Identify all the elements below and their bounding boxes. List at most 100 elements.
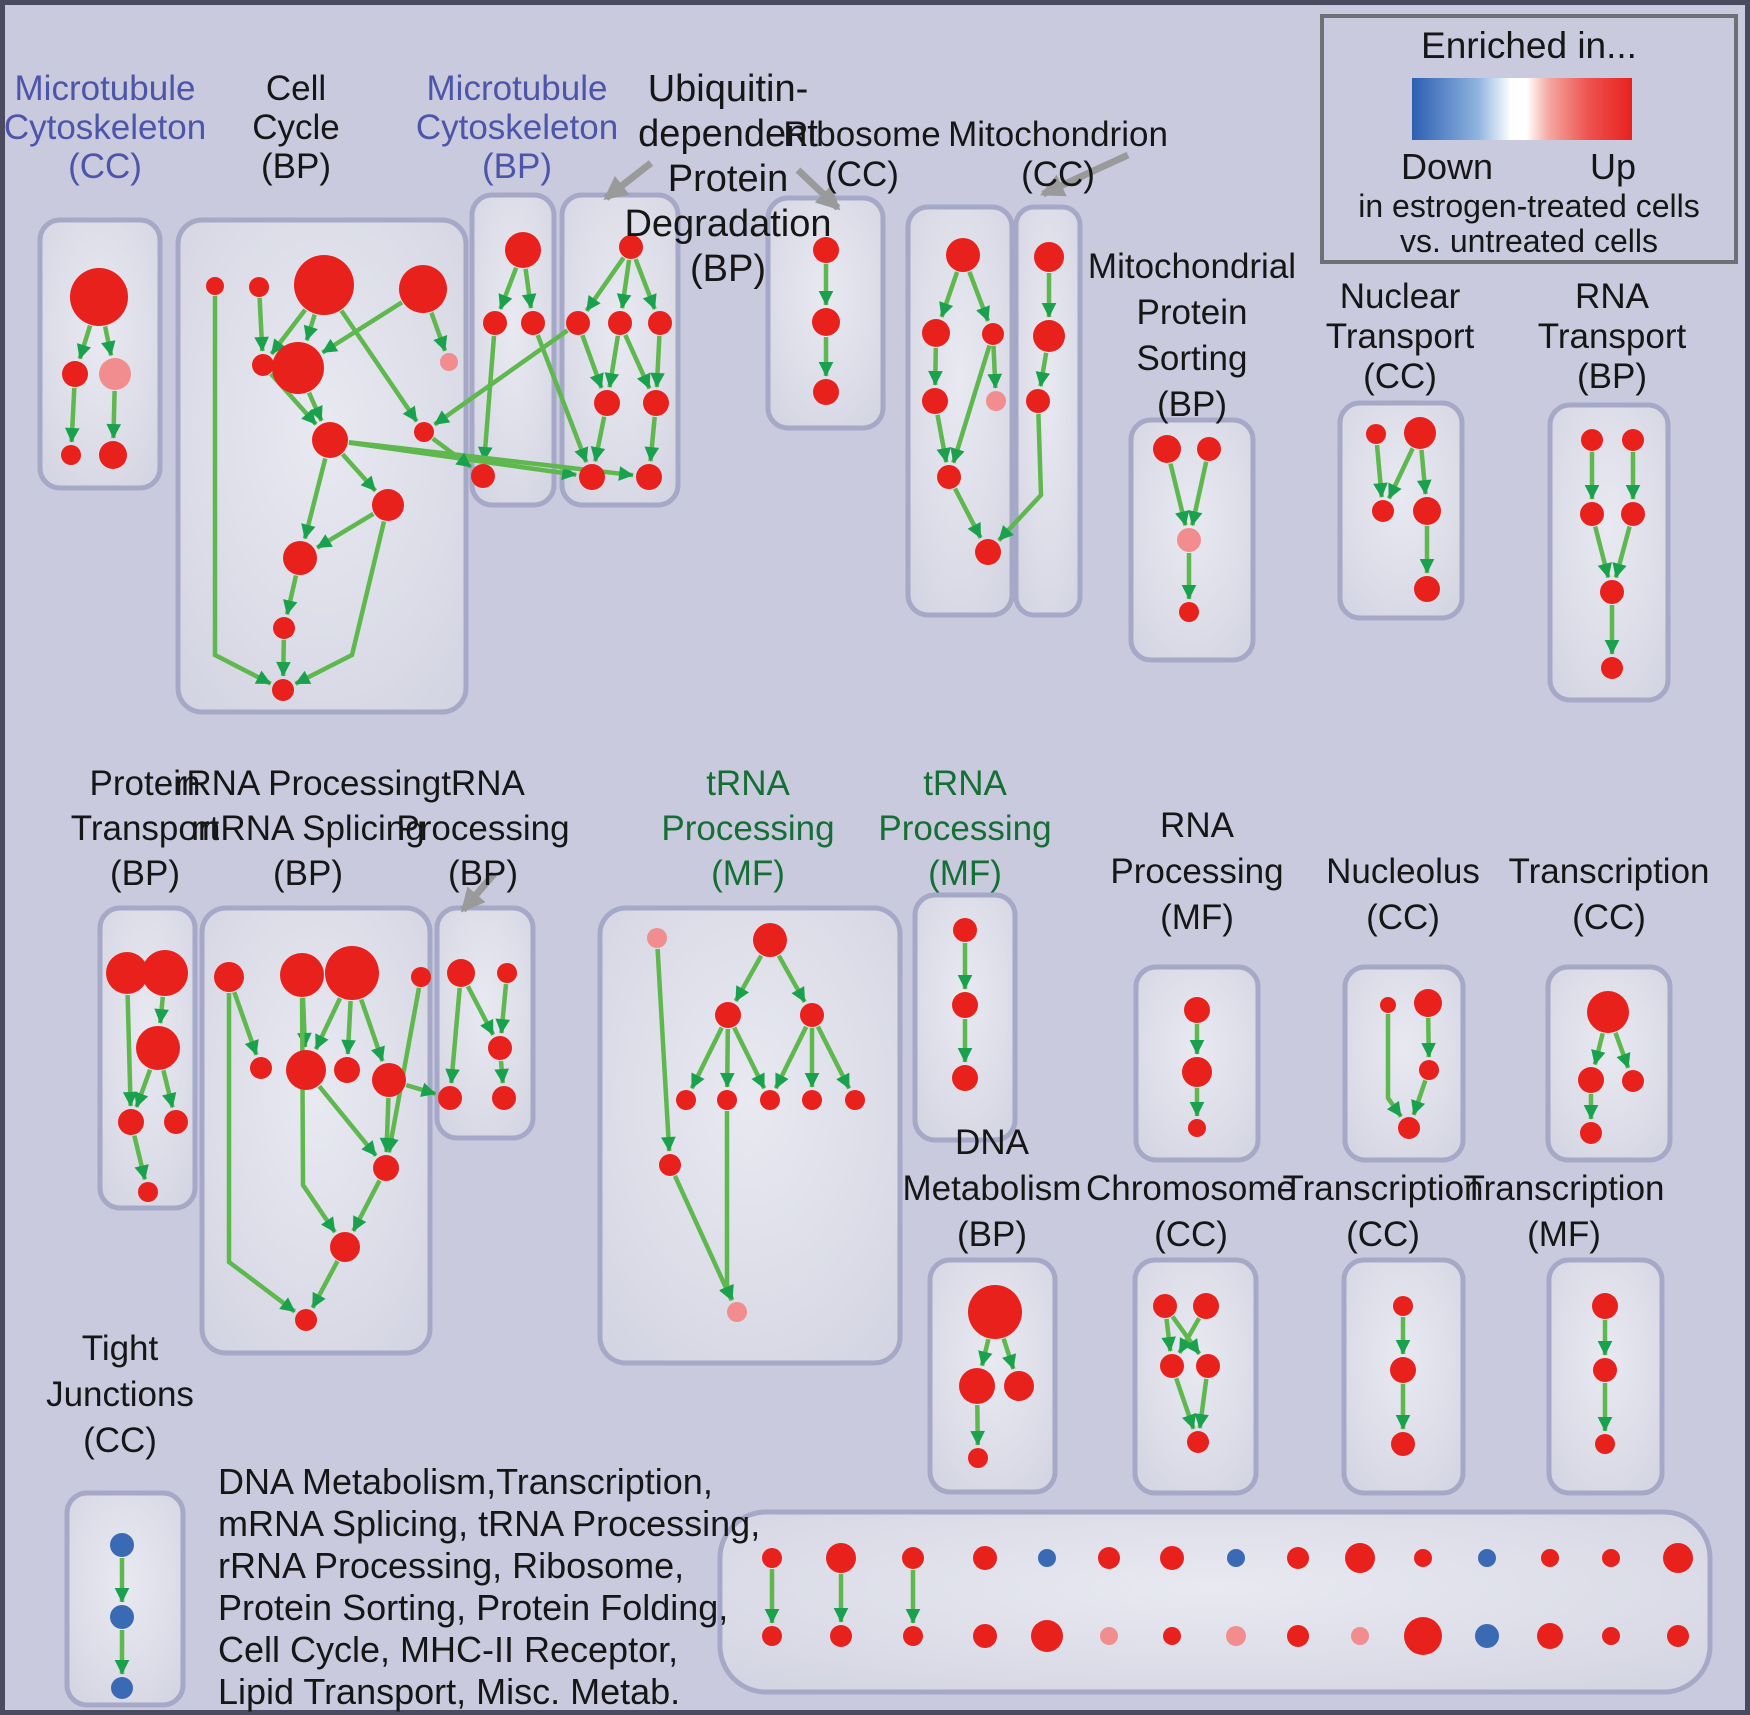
node-rtr-v1 xyxy=(1581,429,1603,451)
edge-rib-r1-r3 xyxy=(967,271,991,322)
cluster-rrna-box xyxy=(199,905,433,1356)
node-ncl-e4 xyxy=(1398,1117,1420,1139)
node-rpm-x2 xyxy=(1182,1057,1212,1087)
node-ubc-q2 xyxy=(812,308,840,336)
edge-tcc-f1-f2 xyxy=(1591,1032,1606,1066)
label-tj-line-0: Tight xyxy=(82,1329,159,1368)
summary-node-top-3 xyxy=(973,1546,997,1570)
node-msort-s3 xyxy=(1177,528,1201,552)
label-tj-line-1: Junctions xyxy=(46,1375,194,1414)
edge-tmf1-T-B xyxy=(776,954,807,1004)
edge-rib-r5-r7 xyxy=(953,487,983,539)
node-ptr-p2 xyxy=(142,950,188,996)
node-chr-ch2 xyxy=(1193,1293,1219,1319)
edge-ptr-p3-p4 xyxy=(134,1068,153,1108)
node-mtbp-m4 xyxy=(471,464,495,488)
node-ubc-q1 xyxy=(813,237,839,263)
node-tmf1-b5 xyxy=(845,1090,865,1110)
node-ub-u8 xyxy=(636,464,662,490)
node-tbp-tb4 xyxy=(438,1086,462,1110)
label-msort-line-3: (BP) xyxy=(1157,385,1227,424)
legend-subtitle-line1: in estrogen-treated cells xyxy=(1358,188,1700,224)
label-ptr: Protein Transport (BP) xyxy=(71,764,220,893)
edge-ub-u3-u6 xyxy=(623,333,652,390)
node-rpm-x3 xyxy=(1188,1119,1206,1137)
node-cc-c10 xyxy=(372,489,404,521)
node-cc-c1 xyxy=(206,277,224,295)
node-ptr-p6 xyxy=(138,1182,158,1202)
edge-cc-c4-c7 xyxy=(429,311,448,352)
edge-ub-u2-u5 xyxy=(580,334,604,389)
node-dnam-d2 xyxy=(959,1368,995,1404)
node-tbp-tb5 xyxy=(492,1086,516,1110)
node-cc-c4 xyxy=(399,265,447,313)
node-tmf2-w2 xyxy=(952,992,978,1018)
node-rtr-v4 xyxy=(1621,502,1645,526)
edge-chr-ch2-ch3 xyxy=(1177,1317,1202,1355)
node-tbp-tb3 xyxy=(488,1036,512,1060)
node-tmf1-b4 xyxy=(802,1090,822,1110)
cluster-tcc-box xyxy=(1545,964,1673,1163)
summary-node-bottom-12 xyxy=(1537,1623,1563,1649)
label-tcc-line-1: (CC) xyxy=(1572,898,1646,937)
edge-tmf1-A-b3 xyxy=(732,1026,767,1090)
summary-node-top-8 xyxy=(1287,1547,1309,1569)
label-mito-line-0: Mitochondrion xyxy=(948,115,1168,154)
label-tmf3-line-0: Transcription xyxy=(1464,1169,1665,1208)
summary-node-bottom-11 xyxy=(1475,1624,1499,1648)
edge-cc-c3-c5 xyxy=(269,308,307,356)
node-ptr-p1 xyxy=(106,952,148,994)
label-ncl: Nucleolus (CC) xyxy=(1326,852,1480,937)
legend-title: Enriched in... xyxy=(1421,25,1637,66)
label-msort-line-2: Sorting xyxy=(1137,339,1248,378)
label-tmf2-line-2: (MF) xyxy=(928,854,1002,893)
label-tbp: tRNA Processing (BP) xyxy=(396,764,569,893)
edge-ncl-e2-e3 xyxy=(1421,1017,1436,1058)
edge-ub-u1-u2 xyxy=(584,256,626,312)
node-rib-r4 xyxy=(922,388,948,414)
edge-rib-r3-r6 xyxy=(987,345,1003,389)
edge-ncl-e1-e4 xyxy=(1385,1014,1403,1118)
edge-cc-c2-c5 xyxy=(254,297,269,352)
edge-tbp-tb3-tb5 xyxy=(494,1060,509,1084)
edge-ub-u6-u8 xyxy=(644,416,660,462)
node-dnam-d1 xyxy=(968,1285,1022,1339)
summary-node-bottom-8 xyxy=(1287,1625,1309,1647)
node-rpm-x1 xyxy=(1184,997,1210,1023)
label-rtr-line-0: RNA xyxy=(1575,277,1650,316)
node-mito-t3 xyxy=(1026,389,1050,413)
node-rrna-i2 xyxy=(373,1155,399,1181)
misc-terms-line-4: Cell Cycle, MHC-II Receptor, xyxy=(218,1629,678,1670)
label-dnam-line-0: DNA xyxy=(955,1123,1030,1162)
edge-ntr-n1-n3 xyxy=(1373,444,1388,498)
edge-msort-s2-s3 xyxy=(1188,461,1209,526)
node-rib-r1 xyxy=(946,238,980,272)
node-tcc2-j3 xyxy=(1391,1432,1415,1456)
label-ptr-line-2: (BP) xyxy=(110,854,180,893)
edge-cc-c12-c13 xyxy=(276,639,291,677)
label-rrna: rRNA Processing mRNA Splicing (BP) xyxy=(175,764,441,893)
edge-tmf1-B-b5 xyxy=(815,1025,852,1090)
label-rpm-line-2: (MF) xyxy=(1160,898,1234,937)
label-cc-line-2: (BP) xyxy=(261,147,331,186)
label-tj: Tight Junctions (CC) xyxy=(46,1329,194,1460)
label-ub-line-1: dependent xyxy=(638,113,818,155)
edge-chr-ch4-ch5 xyxy=(1194,1378,1209,1429)
node-ub-u1 xyxy=(619,235,643,259)
label-tmf2-line-1: Processing xyxy=(878,809,1051,848)
edge-ncl-e3-e4 xyxy=(1411,1079,1428,1116)
edge-cc-c1-c13 xyxy=(212,296,272,686)
summary-node-top-4 xyxy=(1038,1549,1056,1567)
summary-node-top-5 xyxy=(1098,1547,1120,1569)
node-mito-t1 xyxy=(1034,242,1064,272)
node-dnam-d4 xyxy=(968,1448,988,1468)
node-rib-r2 xyxy=(922,319,950,347)
label-tcc2: Transcription (CC) xyxy=(1283,1169,1484,1254)
node-ub-u5 xyxy=(594,390,620,416)
misc-terms-line-3: Protein Sorting, Protein Folding, xyxy=(218,1587,728,1628)
label-rrna-line-1: mRNA Splicing xyxy=(191,809,424,848)
label-tcc: Transcription (CC) xyxy=(1509,852,1710,937)
edge-ptr-p1-p4 xyxy=(122,994,138,1107)
edge-rtr-v3-v5 xyxy=(1593,526,1612,579)
